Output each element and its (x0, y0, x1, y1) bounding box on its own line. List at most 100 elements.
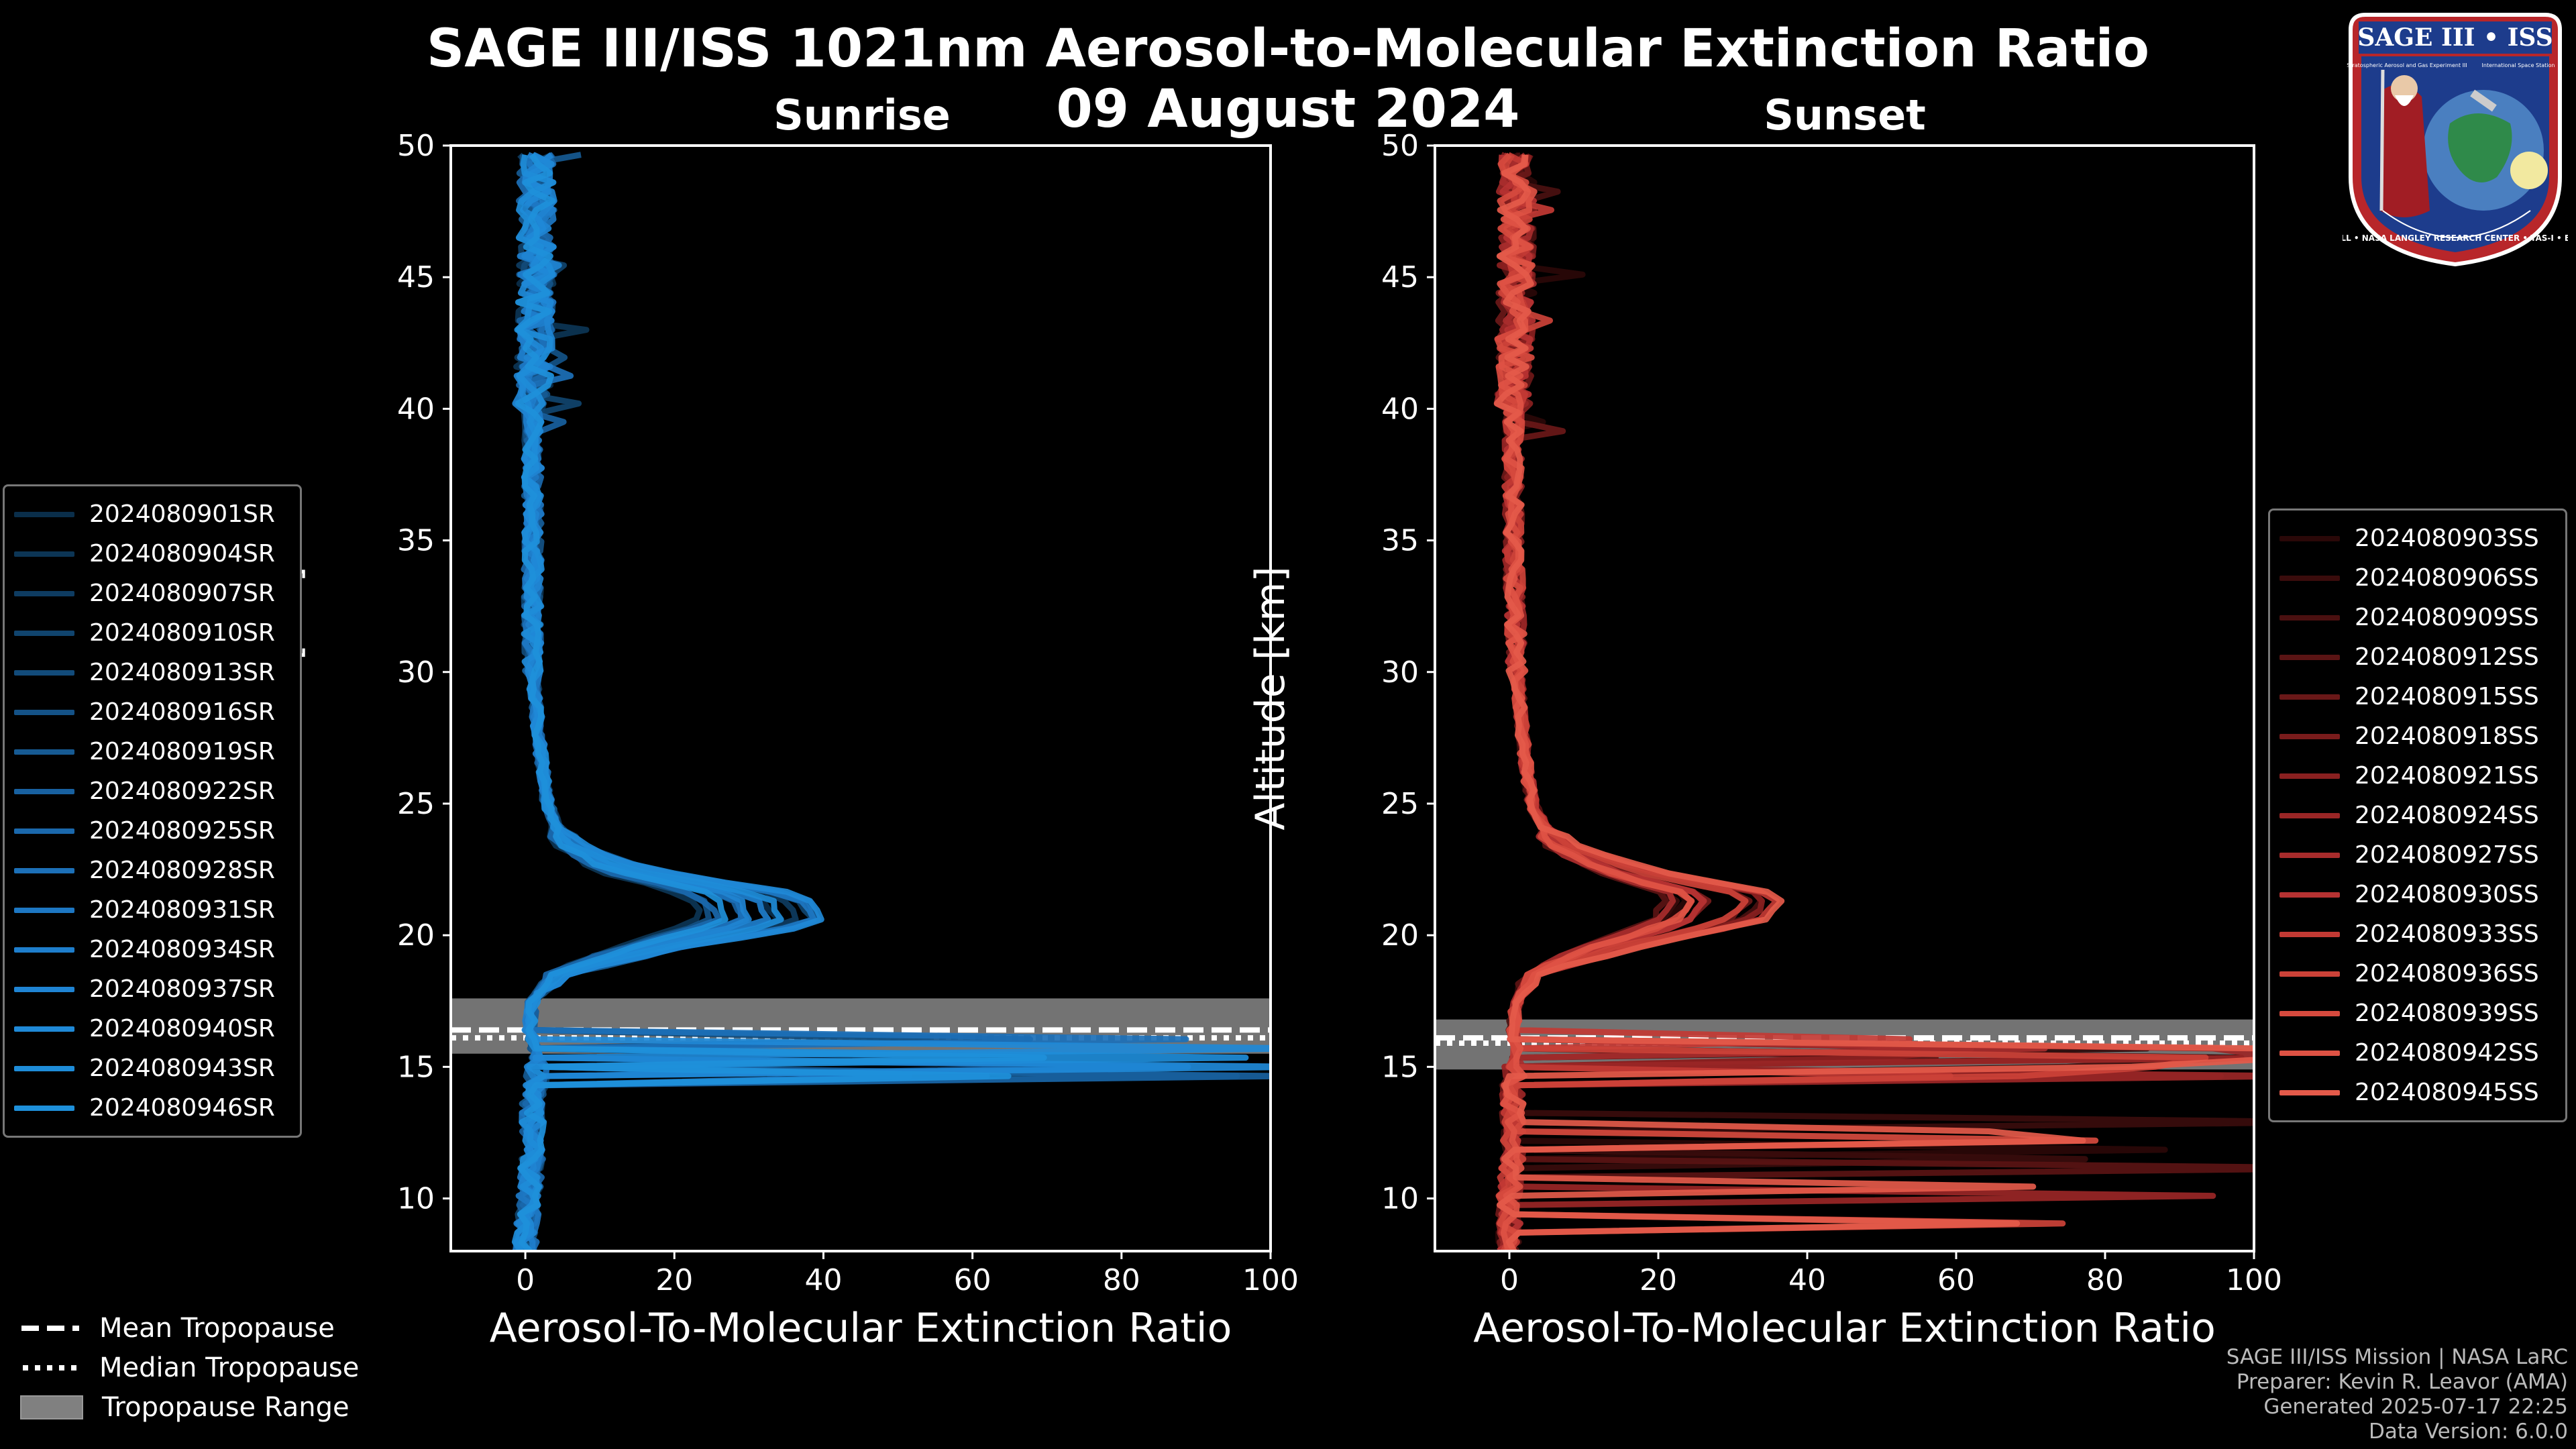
legend-swatch (2279, 694, 2340, 700)
legend-median-tropopause: Median Tropopause (20, 1348, 359, 1387)
gray-box-icon (20, 1395, 83, 1419)
legend-label: 2024080945SS (2355, 1079, 2539, 1106)
legend-swatch (14, 749, 74, 755)
legend-swatch (2279, 773, 2340, 779)
legend-item: 2024080903SS (2279, 519, 2556, 558)
median-tropopause-label: Median Tropopause (99, 1352, 359, 1383)
sunrise-series-2024080946SR (518, 155, 1044, 1251)
legend-item: 2024080913SR (14, 653, 290, 692)
sunset-xtick-label-20: 20 (1640, 1263, 1677, 1297)
svg-text:Stratospheric Aerosol and Gas: Stratospheric Aerosol and Gas Experiment… (2347, 62, 2467, 68)
legend-item: 2024080922SR (14, 771, 290, 811)
sunset-ytick-label-50: 50 (1381, 129, 1419, 163)
legend-item: 2024080912SS (2279, 637, 2556, 677)
legend-label: 2024080913SR (89, 659, 275, 686)
charts-canvas: 0 20 40 60 80 100101520253035404550Aerosol-To… (0, 0, 2576, 1449)
legend-label: 2024080915SS (2355, 683, 2539, 710)
legend-swatch (2279, 536, 2340, 541)
sunset-xtick-label-80: 80 (2086, 1263, 2124, 1297)
legend-swatch (2279, 813, 2340, 818)
legend-label: 2024080939SS (2355, 1000, 2539, 1027)
legend-item: 2024080927SS (2279, 835, 2556, 875)
svg-text:SAGE III • ISS: SAGE III • ISS (2357, 23, 2553, 52)
legend-swatch (14, 868, 74, 873)
legend-label: 2024080943SR (89, 1055, 275, 1082)
sunrise-ytick-label-10: 10 (397, 1182, 435, 1216)
legend-item: 2024080943SR (14, 1049, 290, 1088)
legend-item: 2024080946SR (14, 1088, 290, 1128)
legend-label: 2024080936SS (2355, 960, 2539, 987)
legend-item: 2024080901SR (14, 494, 290, 534)
legend-item: 2024080909SS (2279, 598, 2556, 637)
legend-label: 2024080906SS (2355, 564, 2539, 592)
sunrise-ytick-label-40: 40 (397, 392, 435, 426)
legend-label: 2024080912SS (2355, 643, 2539, 671)
legend-label: 2024080937SR (89, 975, 275, 1003)
sunset-xtick-label-60: 60 (1937, 1263, 1975, 1297)
legend-item: 2024080915SS (2279, 677, 2556, 716)
legend-tropopause-range: Tropopause Range (20, 1387, 359, 1427)
mean-tropopause-label: Mean Tropopause (99, 1313, 335, 1344)
legend-item: 2024080937SR (14, 969, 290, 1009)
credits: SAGE III/ISS Mission | NASA LaRC Prepare… (2226, 1345, 2568, 1444)
sunrise-xtick-label-0: 0 (516, 1263, 535, 1297)
legend-item: 2024080936SS (2279, 954, 2556, 994)
sunrise-ytick-label-25: 25 (397, 787, 435, 821)
legend-label: 2024080903SS (2355, 525, 2539, 552)
legend-item: 2024080939SS (2279, 994, 2556, 1033)
legend-label: 2024080942SS (2355, 1039, 2539, 1067)
sunrise-xtick-label-40: 40 (804, 1263, 842, 1297)
sunset-xtick-label-100: 100 (2226, 1263, 2282, 1297)
credit-version: Data Version: 6.0.0 (2226, 1419, 2568, 1444)
legend-item: 2024080934SR (14, 930, 290, 969)
sunset-series-2024080936SS (1499, 155, 2206, 1251)
sunset-ytick-label-35: 35 (1381, 524, 1419, 558)
svg-text:International Space Station: International Space Station (2482, 62, 2555, 68)
legend-label: 2024080919SR (89, 738, 275, 765)
sunrise-ytick-label-30: 30 (397, 655, 435, 690)
legend-mean-tropopause: Mean Tropopause (20, 1308, 359, 1348)
legend-label: 2024080909SS (2355, 604, 2539, 631)
legend-swatch (14, 1106, 74, 1111)
legend-swatch (14, 947, 74, 953)
legend-item: 2024080907SR (14, 574, 290, 613)
legend-label: 2024080922SR (89, 777, 275, 805)
legend-swatch (14, 710, 74, 715)
legend-item: 2024080921SS (2279, 756, 2556, 796)
sunset-ylabel: Altitude [km] (1247, 566, 1294, 830)
sunset-legend: 2024080903SS 2024080906SS 2024080909SS 2024… (2268, 508, 2567, 1122)
legend-swatch (14, 987, 74, 992)
legend-label: 2024080925SR (89, 817, 275, 845)
dashed-line-icon (20, 1322, 80, 1335)
legend-item: 2024080933SS (2279, 914, 2556, 954)
legend-swatch (2279, 892, 2340, 898)
sunrise-xtick-label-80: 80 (1103, 1263, 1140, 1297)
legend-label: 2024080934SR (89, 936, 275, 963)
legend-swatch (2279, 971, 2340, 977)
legend-swatch (14, 670, 74, 676)
legend-swatch (2279, 576, 2340, 581)
legend-item: 2024080918SS (2279, 716, 2556, 756)
legend-item: 2024080925SR (14, 811, 290, 851)
legend-label: 2024080904SR (89, 540, 275, 568)
legend-swatch (2279, 655, 2340, 660)
legend-swatch (14, 591, 74, 596)
legend-item: 2024080919SR (14, 732, 290, 771)
legend-swatch (2279, 1090, 2340, 1095)
sunset-xtick-label-0: 0 (1500, 1263, 1519, 1297)
sunset-ytick-label-25: 25 (1381, 787, 1419, 821)
tropopause-legend: Mean Tropopause Median Tropopause Tropop… (20, 1308, 359, 1427)
legend-swatch (14, 828, 74, 834)
legend-swatch (2279, 734, 2340, 739)
legend-label: 2024080901SR (89, 500, 275, 528)
legend-item: 2024080910SR (14, 613, 290, 653)
sunrise-ytick-label-15: 15 (397, 1050, 435, 1084)
sunrise-series-2024080922SR (518, 155, 1283, 1251)
legend-label: 2024080933SS (2355, 920, 2539, 948)
sunrise-ytick-label-50: 50 (397, 129, 435, 163)
legend-label: 2024080930SS (2355, 881, 2539, 908)
legend-swatch (14, 789, 74, 794)
dotted-line-icon (20, 1361, 80, 1375)
sunset-series-2024080924SS (1498, 155, 2294, 1251)
legend-swatch (14, 1066, 74, 1071)
